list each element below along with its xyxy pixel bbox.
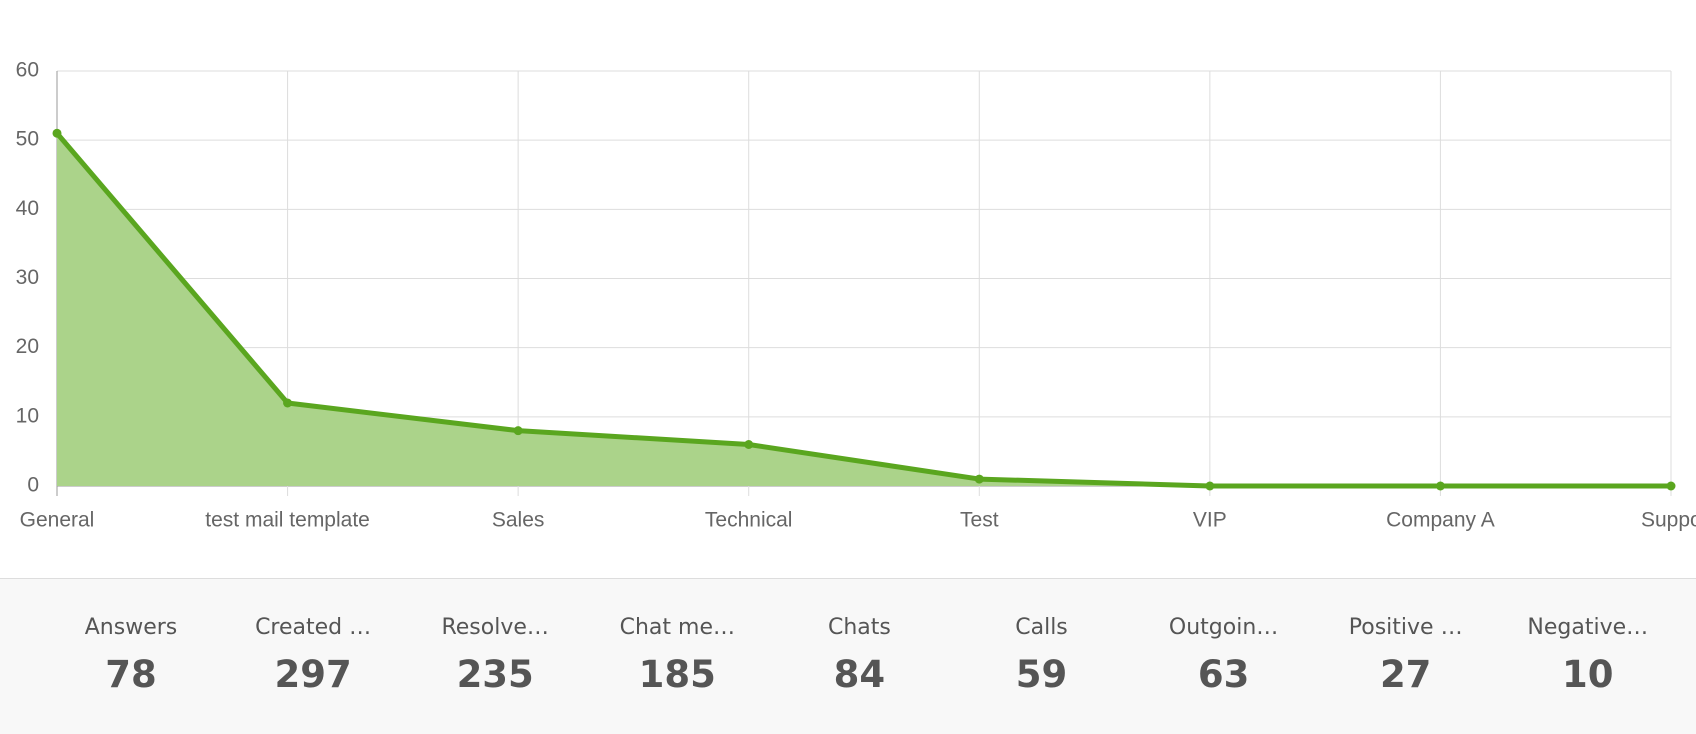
point <box>1435 481 1445 491</box>
stat-label: Chats <box>827 615 891 640</box>
x-tick-label: Sales <box>492 509 545 532</box>
x-tick-label: Test <box>960 509 999 532</box>
stat-value: 78 <box>105 653 157 696</box>
line <box>55 131 1671 489</box>
stat-value: 235 <box>456 653 534 696</box>
y-tick-label: 60 <box>16 59 39 82</box>
stat-label: Outgoin… <box>1168 615 1279 640</box>
stat-label: Resolve… <box>441 615 549 640</box>
x-tick-label: General <box>20 509 95 532</box>
stat-value: 185 <box>638 653 716 696</box>
x-tick-label: Company A <box>1386 509 1495 532</box>
x-tick-label: VIP <box>1193 509 1227 532</box>
stat-value: 63 <box>1197 653 1250 696</box>
y-tick-label: 50 <box>16 128 39 151</box>
y-tick-label: 0 <box>27 474 39 497</box>
x-tick-label: Suppo <box>1641 509 1696 532</box>
stat-value: 297 <box>274 653 352 696</box>
point <box>52 128 62 138</box>
stat-value: 59 <box>1015 653 1068 696</box>
stat-label: Positive … <box>1348 615 1463 640</box>
stat-label: Calls <box>1015 615 1068 640</box>
y-tick-label: 20 <box>16 335 39 358</box>
stat-label: Created … <box>255 615 372 640</box>
y-tick-label: 40 <box>16 197 39 220</box>
stat-value: 10 <box>1562 653 1614 696</box>
point <box>744 440 754 449</box>
x-tick-label: Technical <box>705 509 793 532</box>
stat-label: Negative… <box>1527 615 1649 640</box>
y-tick-label: 30 <box>16 266 39 289</box>
x-tick-label: test mail template <box>205 509 370 532</box>
stat-label: Chat me… <box>619 615 735 640</box>
point <box>513 426 523 436</box>
stat-value: 27 <box>1379 653 1432 696</box>
point <box>974 474 984 484</box>
area <box>57 133 1671 486</box>
stat-label: Answers <box>84 615 178 640</box>
point <box>283 398 293 408</box>
point <box>1666 481 1676 491</box>
point <box>1205 481 1215 491</box>
stat-value: 84 <box>833 653 886 696</box>
chart: 0 10 20 30 40 50 60 General test mail template Sa… <box>16 59 1696 532</box>
y-tick-label: 10 <box>16 404 39 427</box>
stats-bar: Answers 78 Created … 297 Resolve… 235 Chat me…… <box>0 578 1696 734</box>
